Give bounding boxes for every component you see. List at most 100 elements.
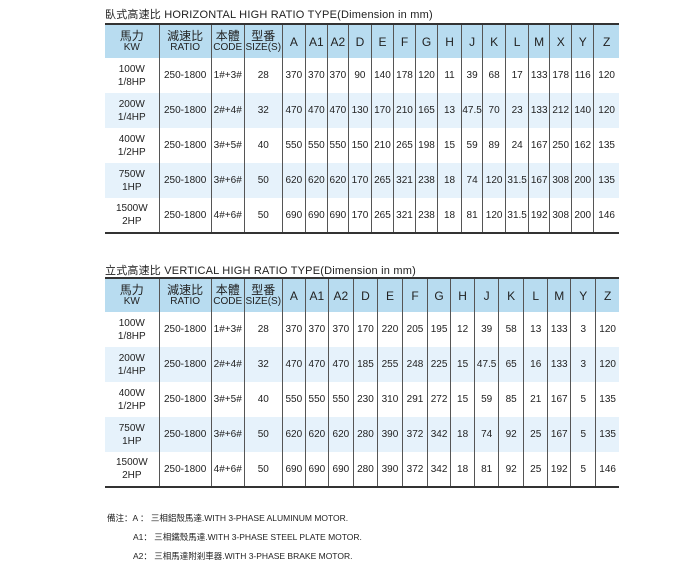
header-row: 馬力 KW 減速比 RATIO 本體 CODE 型番 SIZE(S) A A1 A2 D E F G H J K L… [105,24,619,58]
table-cell: 50 [243,452,283,487]
header-label: A1 [309,34,324,49]
power-cell: 100W 1/8HP [105,58,159,93]
table-cell: 15 [450,347,475,382]
column-header: G [427,278,451,312]
table-cell: 81 [474,452,499,487]
table-cell: 370 [281,312,306,347]
note-a: 備注：A ： 三相鋁殼馬達.WITH 3-PHASE ALUMINUM MOTO… [107,513,349,523]
table-cell: 370 [304,58,328,93]
table-cell: 47.5 [474,347,499,382]
table-cell: 370 [281,58,306,93]
column-header: F [401,278,428,312]
column-header: A1 [304,278,329,312]
header-label: 本體 [215,282,240,297]
column-header: H [437,24,462,58]
table-cell: 272 [427,382,451,417]
header-label: Y [579,288,588,303]
header-label: E [385,288,394,303]
table-cell: 690 [326,198,349,233]
column-header: E [376,278,403,312]
table-cell: 13 [437,93,462,128]
header-label: M [534,34,545,49]
header-label: J [469,34,476,49]
table-cell: 250-1800 [158,347,212,382]
header-label: X [556,34,565,49]
table-row: 200W 1/4HP 250-1800 2#+4# 32 470 470 470 185 255 2… [105,347,619,382]
table-cell: 59 [474,382,499,417]
table-cell: 5 [570,417,596,452]
header-label: 型番 [251,282,276,297]
table-cell: 3#+5# [210,128,245,163]
power-value: 1/4HP [117,365,146,377]
column-header: F [392,24,416,58]
column-header: J [461,24,483,58]
header-label: A2 [330,34,346,49]
table-cell: 120 [482,163,506,198]
table-cell: 210 [392,93,416,128]
table-cell: 167 [547,382,571,417]
power-value: 200W [118,98,145,110]
table-cell: 120 [414,58,438,93]
table-cell: 470 [281,93,306,128]
table-cell: 308 [549,163,572,198]
table-cell: 212 [549,93,572,128]
table-cell: 58 [498,312,524,347]
header-row: 馬力 KW 減速比 RATIO 本體 CODE 型番 SIZE(S) A A1 A2 D E F G H J K L… [105,278,619,312]
table-cell: 200 [571,163,594,198]
table-row: 100W 1/8HP 250-1800 1#+3# 28 370 370 370 170 220 2… [105,312,619,347]
table-cell: 47.5 [461,93,483,128]
column-header: H [450,278,475,312]
table-cell: 620 [281,163,306,198]
power-cell: 200W 1/4HP [105,347,159,382]
table-cell: 167 [547,417,571,452]
vertical-dimension-table: 馬力 KW 減速比 RATIO 本體 CODE 型番 SIZE(S) A A1 A2 D E F G H J K L… [105,277,619,488]
power-cell: 400W 1/2HP [105,128,159,163]
note-a1: A1： 三相鐵殼馬達.WITH 3-PHASE STEEL PLATE MOTO… [133,532,362,542]
table-cell: 372 [401,417,428,452]
table-cell: 133 [547,312,571,347]
table-cell: 11 [437,58,462,93]
column-header: E [370,24,394,58]
header-sublabel: CODE [213,41,243,53]
table-cell: 120 [595,312,619,347]
table-cell: 120 [593,93,619,128]
table-cell: 167 [528,163,550,198]
table-cell: 550 [327,382,354,417]
table-cell: 16 [523,347,548,382]
table-cell: 31.5 [505,163,529,198]
table-cell: 620 [326,163,349,198]
table-cell: 370 [326,58,349,93]
table-cell: 120 [482,198,506,233]
table-cell: 198 [414,128,438,163]
column-header: 型番 SIZE(S) [243,24,283,58]
table-cell: 250-1800 [158,312,212,347]
header-label: G [434,288,444,303]
table-cell: 50 [243,163,283,198]
table-cell: 265 [370,198,394,233]
table-cell: 238 [414,198,438,233]
table-cell: 690 [327,452,354,487]
table-cell: 250-1800 [158,163,212,198]
table-cell: 265 [370,163,394,198]
table-cell: 620 [304,163,328,198]
table-cell: 135 [593,163,619,198]
table-cell: 620 [304,417,329,452]
table-cell: 135 [593,128,619,163]
power-cell: 200W 1/4HP [105,93,159,128]
table-cell: 200 [571,198,594,233]
table-cell: 12 [450,312,475,347]
column-header: K [498,278,524,312]
table-cell: 178 [392,58,416,93]
table-cell: 390 [376,452,403,487]
header-label: A [289,288,298,303]
table-cell: 220 [376,312,403,347]
power-cell: 750W 1HP [105,417,159,452]
table-cell: 85 [498,382,524,417]
table-cell: 550 [304,382,329,417]
table-cell: 192 [547,452,571,487]
header-sublabel: RATIO [170,295,201,307]
table-cell: 40 [243,382,283,417]
table-cell: 470 [304,93,328,128]
power-value: 750W [118,422,145,434]
table-cell: 17 [505,58,529,93]
